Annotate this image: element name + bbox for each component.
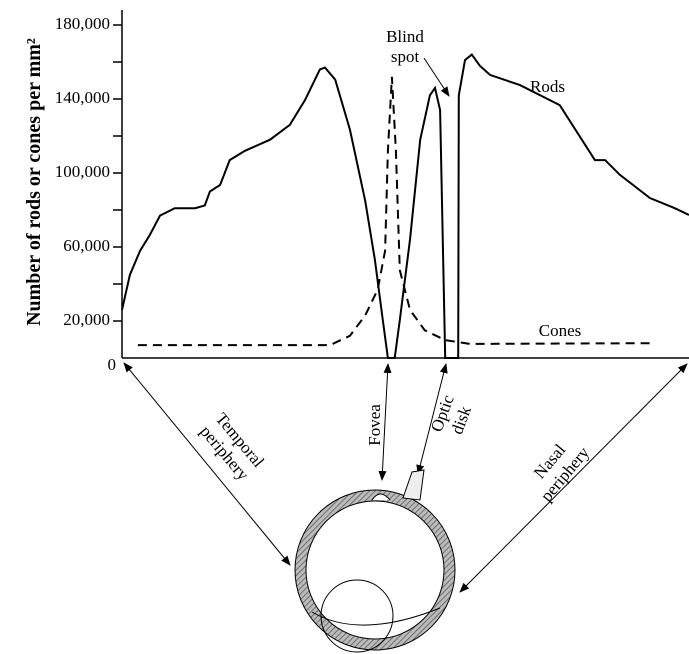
annotation: Temporal periphery: [196, 409, 268, 484]
y-tick-label: 20,000: [63, 310, 110, 329]
annotation: Blind spot: [386, 27, 424, 66]
nasal-arrow: [459, 363, 688, 593]
y-tick-label: 180,000: [55, 14, 110, 33]
annotation-line: Blind: [386, 27, 424, 46]
annotation-line: spot: [391, 47, 420, 66]
y-tick-label: 0: [108, 355, 117, 374]
y-tick-label: 100,000: [55, 162, 110, 181]
series-line: [121, 53, 689, 359]
blind-spot-arrow: [423, 57, 450, 97]
y-tick-label: 140,000: [55, 88, 110, 107]
temporal-arrow: [123, 362, 291, 566]
optic-arrow: [416, 363, 448, 475]
eye-diagram: [294, 469, 456, 653]
y-axis-label: Number of rods or cones per mm²: [23, 38, 45, 326]
series-label: Cones: [539, 321, 582, 340]
y-tick-label: 60,000: [63, 236, 110, 255]
fovea-arrow: [378, 363, 392, 481]
annotation: Fovea: [365, 404, 384, 446]
series-line: [137, 76, 650, 347]
series-label: Rods: [530, 77, 565, 96]
annotation: Optic disk: [427, 392, 475, 437]
